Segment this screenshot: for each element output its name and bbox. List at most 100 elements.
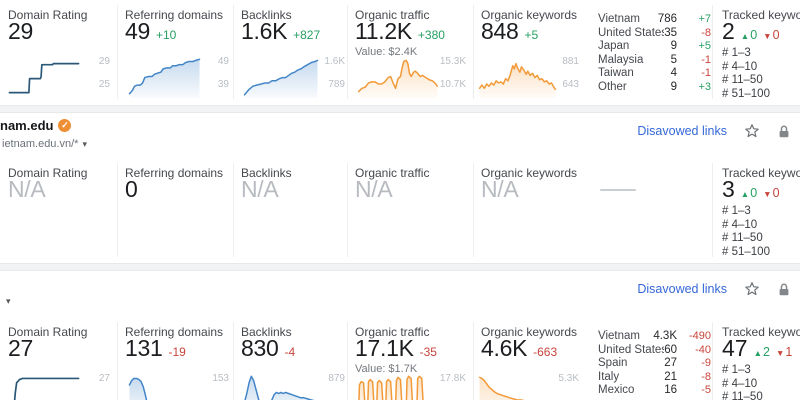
spark-max-label: 27 (98, 373, 110, 384)
favorite-star-icon[interactable] (744, 123, 760, 139)
metric-delta: -4 (284, 345, 296, 359)
tracked-up-delta: ▲ 0 (741, 186, 757, 200)
sparkline-orange (478, 55, 557, 98)
tracked-value-row: 47 ▲ 2 ▼ 1 (722, 335, 792, 362)
column-divider (712, 5, 713, 99)
tracked-value-row: 2 ▲ 0 ▼ 0 (722, 18, 780, 45)
metric-value-row: N/A (241, 176, 279, 203)
domain-name[interactable]: nam.edu ✓ (0, 118, 72, 133)
column-divider (233, 163, 234, 257)
scope-path-dropdown[interactable]: ▾ (2, 296, 11, 307)
metric-label: Organic keywords (481, 325, 578, 339)
sparkline-wrap (8, 55, 80, 98)
metric-card-organic-keywords[interactable]: Organic keywords 848 +5 881 643 (473, 0, 712, 105)
lock-icon[interactable] (777, 282, 791, 297)
spark-max-label: 881 (562, 56, 579, 67)
sparkline-navy (8, 55, 80, 98)
metric-value: 131 (125, 335, 163, 361)
sparkline-wrap (357, 55, 439, 98)
metric-card-backlinks[interactable]: Backlinks N/A (233, 158, 347, 263)
metric-value-row: 29 (8, 18, 33, 45)
country-delta: -9 (701, 357, 711, 370)
column-divider (117, 163, 118, 257)
metric-delta: +827 (293, 28, 321, 42)
metric-card-referring-domains[interactable]: Referring domains 49 +10 49 39 (117, 0, 233, 105)
metric-value-row: 131 -19 (125, 335, 186, 362)
metric-value-row: 848 +5 (481, 18, 538, 45)
favorite-star-icon[interactable] (744, 281, 760, 297)
spark-min-label: 25 (98, 79, 110, 90)
column-divider (233, 322, 234, 400)
tracked-up-count: 0 (750, 186, 758, 200)
chevron-down-icon: ▾ (82, 138, 87, 149)
metric-value-row: N/A (355, 176, 393, 203)
metric-subvalue: Value: $1.7K (355, 363, 418, 375)
country-value: 21 (664, 370, 677, 383)
rank-range-item: # 4–10 (722, 60, 758, 73)
metric-value: N/A (355, 176, 393, 202)
tracked-keywords-card[interactable]: Tracked keywords47 ▲2 ▼1 # 1–3# 4–10# 11–50… (712, 317, 800, 400)
metric-card-referring-domains[interactable]: Referring domains 0 (117, 158, 233, 263)
tracked-keywords-card[interactable]: Tracked keywords3▲0▼0# 1–3# 4–10# 11–50#… (712, 158, 800, 263)
metric-label: Domain Rating (8, 8, 88, 22)
metric-card-domain-rating[interactable]: Domain Rating N/A (0, 158, 117, 263)
rank-range-item: # 51–100 (722, 246, 770, 259)
column-divider (712, 163, 713, 257)
tracked-count: 3 (722, 176, 735, 202)
metric-value: 830 (241, 335, 279, 361)
country-value: 9 (670, 80, 677, 93)
country-name: United States (598, 26, 665, 39)
metric-card-backlinks[interactable]: Backlinks 830 -4 879 (233, 317, 347, 400)
domain-header-2: nam.edu ✓ ietnam.edu.vn/* ▾ Disavowed links (0, 113, 800, 159)
metric-card-organic-traffic[interactable]: Organic traffic N/A (347, 158, 473, 263)
spark-max-label: 1.6K (324, 56, 345, 67)
rank-ranges: # 1–3# 4–10# 11–50# 51–100 (722, 205, 770, 260)
tracked-keywords-card[interactable]: Tracked keywords2▲0▼0# 1–3# 4–10# 11–50#… (712, 0, 800, 105)
rank-range-item: # 51–100 (722, 88, 770, 101)
column-divider (347, 5, 348, 99)
metric-delta: -35 (419, 345, 437, 359)
spark-max-label: 17.8K (439, 373, 466, 384)
metric-card-domain-rating[interactable]: Domain Rating 27 27 (0, 317, 117, 400)
metric-card-referring-domains[interactable]: Referring domains 131 -19 153 (117, 317, 233, 400)
metric-card-organic-traffic[interactable]: Organic traffic 17.1K -35 Value: $1.7K 17.8K (347, 317, 473, 400)
sparkline-orange (478, 372, 557, 400)
column-divider (712, 322, 713, 400)
country-name: Italy (598, 370, 620, 383)
arrow-up-icon: ▲ (740, 189, 750, 199)
metric-card-domain-rating[interactable]: Domain Rating 29 29 25 (0, 0, 117, 105)
row-separator (0, 105, 800, 113)
scope-path-text: ietnam.edu.vn/* (2, 138, 79, 150)
column-divider (473, 322, 474, 400)
metric-value-row: 4.6K -663 (481, 335, 557, 362)
metric-card-organic-traffic[interactable]: Organic traffic 11.2K +380 Value: $2.4K 15.3… (347, 0, 473, 105)
country-value: 786 (657, 13, 677, 25)
metric-delta: +10 (155, 28, 177, 42)
country-name: Japan (598, 40, 630, 53)
disavowed-links-link[interactable]: Disavowed links (637, 282, 727, 296)
sparkline-wrap (128, 372, 201, 400)
sparkline-orange (357, 372, 439, 400)
metric-card-organic-keywords[interactable]: Organic keywords 4.6K -663 5.3K (473, 317, 712, 400)
metric-value: 17.1K (355, 335, 414, 361)
metric-card-organic-keywords[interactable]: Organic keywords N/A (473, 158, 712, 263)
rank-range-item: # 4–10 (722, 377, 758, 390)
country-value: 9 (670, 40, 677, 53)
metric-card-backlinks[interactable]: Backlinks 1.6K +827 1.6K 789 (233, 0, 347, 105)
tracked-count: 47 (722, 335, 748, 361)
disavowed-links-link[interactable]: Disavowed links (637, 124, 727, 138)
domain-row-3: ▾ Disavowed links Domain Rating 27 27 Referr… (0, 271, 800, 400)
sparkline-blue (243, 372, 319, 400)
country-name: Malaysia (598, 53, 644, 66)
tracked-down-count: 1 (785, 345, 793, 359)
metric-delta: +5 (524, 28, 539, 42)
metric-label: Organic keywords (481, 8, 578, 22)
spark-min-label: 789 (328, 79, 345, 90)
metric-label: Backlinks (241, 166, 292, 180)
metric-label: Backlinks (241, 8, 292, 22)
scope-path-dropdown[interactable]: ietnam.edu.vn/* ▾ (2, 138, 87, 150)
lock-icon[interactable] (777, 124, 791, 139)
column-divider (347, 163, 348, 257)
country-row: Japan 9 +5 (598, 40, 711, 54)
